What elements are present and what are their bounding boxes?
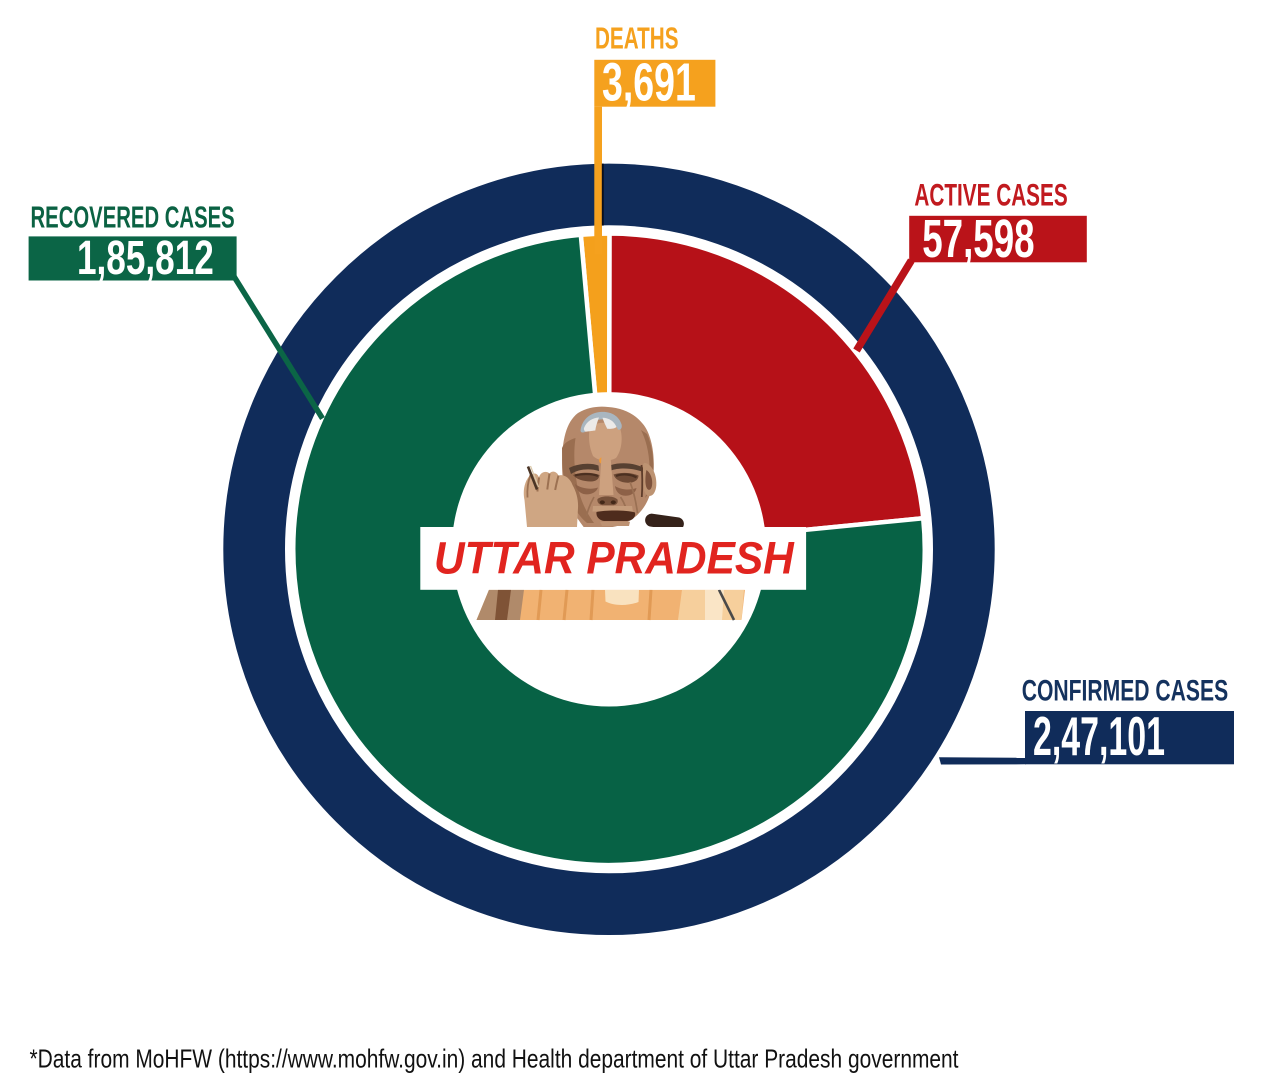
svg-text:57,598: 57,598 xyxy=(922,209,1034,269)
svg-text:CONFIRMED CASES: CONFIRMED CASES xyxy=(1022,674,1228,707)
svg-text:RECOVERED CASES: RECOVERED CASES xyxy=(31,200,235,234)
svg-text:UTTAR PRADESH: UTTAR PRADESH xyxy=(434,533,795,584)
svg-text:2,47,101: 2,47,101 xyxy=(1033,705,1165,767)
svg-text:ACTIVE CASES: ACTIVE CASES xyxy=(914,177,1067,213)
svg-text:1,85,812: 1,85,812 xyxy=(77,231,214,285)
svg-text:DEATHS: DEATHS xyxy=(595,22,679,56)
svg-text:*Data from MoHFW (https://www.: *Data from MoHFW (https://www.mohfw.gov.… xyxy=(30,1044,960,1074)
svg-text:3,691: 3,691 xyxy=(602,54,696,113)
